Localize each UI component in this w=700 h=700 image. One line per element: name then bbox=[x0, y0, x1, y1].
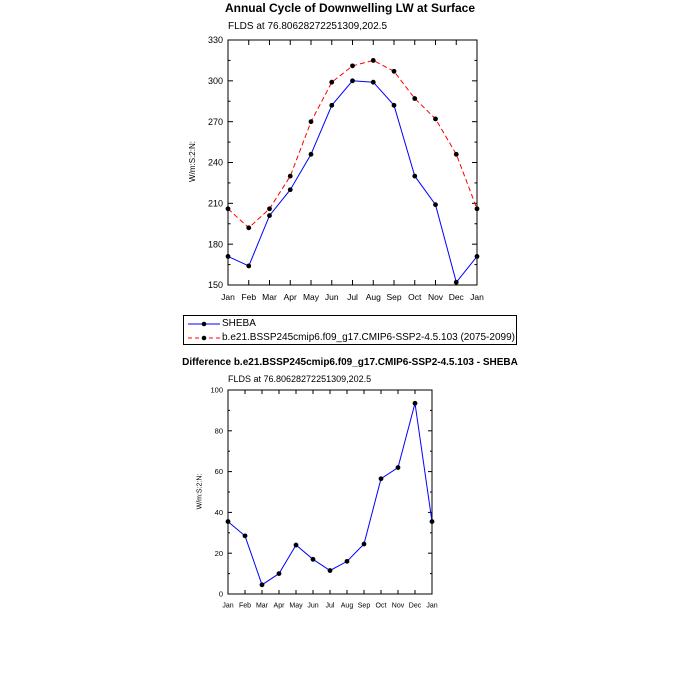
chart1-legend: SHEBA b.e21.BSSP245cmip6.f09_g17.CMIP6-S… bbox=[183, 315, 517, 345]
chart1-ytick-label: 270 bbox=[208, 117, 223, 127]
chart1-ytick-label: 240 bbox=[208, 158, 223, 168]
legend-item-sheba: SHEBA bbox=[184, 317, 516, 331]
chart2-series-point-0 bbox=[378, 476, 384, 482]
chart1-series-point-1 bbox=[391, 68, 397, 74]
chart2-series-point-0 bbox=[276, 571, 282, 576]
chart2-series-point-0 bbox=[293, 542, 299, 548]
chart1-xtick-label: Apr bbox=[284, 292, 297, 302]
chart2-ytick-label: 60 bbox=[215, 467, 223, 476]
chart2-xtick-label: Oct bbox=[376, 603, 387, 610]
chart1-series-point-0 bbox=[246, 263, 252, 269]
chart2-ytick-label: 0 bbox=[219, 590, 223, 599]
chart2-series-point-0 bbox=[310, 556, 316, 562]
chart2-xtick-label: Jul bbox=[326, 603, 335, 610]
chart1-xtick-label: Jun bbox=[325, 292, 339, 302]
chart2-ytick-label: 80 bbox=[215, 426, 223, 435]
chart1-series-point-1 bbox=[287, 173, 293, 179]
legend-swatch-model bbox=[188, 335, 220, 341]
chart1-series-point-1 bbox=[350, 63, 355, 69]
chart2-xtick-label: Jan bbox=[426, 603, 437, 610]
chart2-series-point-0 bbox=[395, 465, 401, 470]
chart1-subtitle: FLDS at 76.80628272251309,202.5 bbox=[228, 21, 388, 32]
chart1-xtick-label: Aug bbox=[366, 292, 381, 302]
chart1-series-point-0 bbox=[412, 173, 418, 179]
chart1-frame bbox=[227, 39, 478, 286]
chart2-series-point-0 bbox=[259, 582, 265, 588]
chart2-xtick-label: Apr bbox=[274, 603, 286, 610]
chart1-series-point-0 bbox=[308, 151, 314, 157]
chart2-series-point-0 bbox=[242, 533, 248, 539]
chart1-xtick-label: Feb bbox=[241, 292, 256, 302]
chart1-xtick-label: Nov bbox=[428, 292, 444, 302]
chart1-series-line-0 bbox=[227, 80, 478, 284]
chart2-frame bbox=[227, 389, 433, 595]
chart1-ytick-label: 300 bbox=[208, 76, 223, 86]
chart1-series-point-1 bbox=[474, 206, 480, 212]
chart1-ytick-label: 180 bbox=[208, 239, 223, 249]
chart1-series-point-1 bbox=[412, 96, 418, 101]
chart2-xtick-label: Sep bbox=[358, 603, 371, 610]
chart1-series-point-0 bbox=[350, 78, 355, 84]
chart1-xtick-label: Jan bbox=[221, 292, 235, 302]
chart1-xtick-label: Dec bbox=[449, 292, 465, 302]
legend-item-model: b.e21.BSSP245cmip6.f09_g17.CMIP6-SSP2-4.… bbox=[184, 331, 516, 345]
chart1-series-point-0 bbox=[225, 254, 231, 259]
chart1-series-point-1 bbox=[246, 225, 252, 231]
chart1-series-point-1 bbox=[453, 151, 459, 157]
chart1-xtick-label: May bbox=[303, 292, 320, 302]
chart1-series-point-1 bbox=[433, 116, 438, 122]
chart1-series-point-0 bbox=[391, 102, 397, 108]
chart2-series-point-0 bbox=[327, 568, 333, 573]
chart1-series-point-1 bbox=[267, 206, 272, 212]
chart1-series-point-1 bbox=[370, 58, 376, 63]
chart1-series-point-0 bbox=[474, 254, 480, 259]
chart1-series-point-0 bbox=[267, 213, 272, 218]
chart2-xtick-label: Jun bbox=[307, 603, 318, 610]
legend-label-model: b.e21.BSSP245cmip6.f09_g17.CMIP6-SSP2-4.… bbox=[222, 332, 515, 343]
chart2-series-point-0 bbox=[225, 519, 231, 524]
chart1-series-point-0 bbox=[370, 79, 376, 85]
chart2-xtick-label: Feb bbox=[239, 603, 251, 610]
chart2-title: Difference b.e21.BSSP245cmip6.f09_g17.CM… bbox=[182, 357, 518, 368]
chart2-ytick-label: 100 bbox=[210, 386, 223, 395]
chart2-xtick-label: Aug bbox=[341, 603, 354, 610]
chart1-xtick-label: Oct bbox=[408, 292, 422, 302]
chart1-xtick-label: Jul bbox=[347, 292, 358, 302]
chart2-series-point-0 bbox=[344, 558, 350, 564]
chart1-series-line-1 bbox=[227, 59, 478, 229]
chart2-xtick-label: Mar bbox=[256, 603, 269, 610]
chart2-xtick-label: Nov bbox=[392, 603, 405, 610]
chart2-ytick-label: 40 bbox=[215, 508, 223, 517]
chart1-series-point-1 bbox=[225, 206, 231, 212]
chart1-series-point-0 bbox=[287, 187, 293, 193]
chart1-ytick-label: 210 bbox=[208, 198, 223, 208]
legend-swatch-sheba bbox=[188, 321, 220, 327]
chart1-xtick-label: Mar bbox=[262, 292, 277, 302]
chart2-series-point-0 bbox=[429, 519, 435, 524]
chart1-series-point-0 bbox=[453, 279, 459, 285]
legend-label-sheba: SHEBA bbox=[222, 318, 256, 329]
chart2-xtick-label: Jan bbox=[222, 603, 233, 610]
chart1-title: Annual Cycle of Downwelling LW at Surfac… bbox=[224, 1, 476, 15]
chart2-ytick-label: 20 bbox=[215, 549, 223, 558]
chart1-series-point-1 bbox=[308, 119, 314, 125]
chart2-series-point-0 bbox=[412, 400, 418, 406]
chart1-ytick-label: 150 bbox=[208, 280, 223, 290]
chart1-series-point-0 bbox=[433, 202, 438, 208]
chart1-series-point-0 bbox=[329, 102, 335, 108]
chart1-series-point-1 bbox=[329, 79, 335, 85]
chart1-xtick-label: Jan bbox=[470, 292, 484, 302]
chart2-subtitle: FLDS at 76.80628272251309,202.5 bbox=[228, 374, 372, 384]
chart2-series-point-0 bbox=[361, 541, 367, 547]
chart2-xtick-label: Dec bbox=[409, 603, 422, 610]
chart1-xtick-label: Sep bbox=[386, 292, 401, 302]
chart1-ytick-label: 330 bbox=[208, 35, 223, 45]
chart2-series-line-0 bbox=[227, 403, 433, 586]
chart2-xtick-label: May bbox=[289, 603, 303, 610]
